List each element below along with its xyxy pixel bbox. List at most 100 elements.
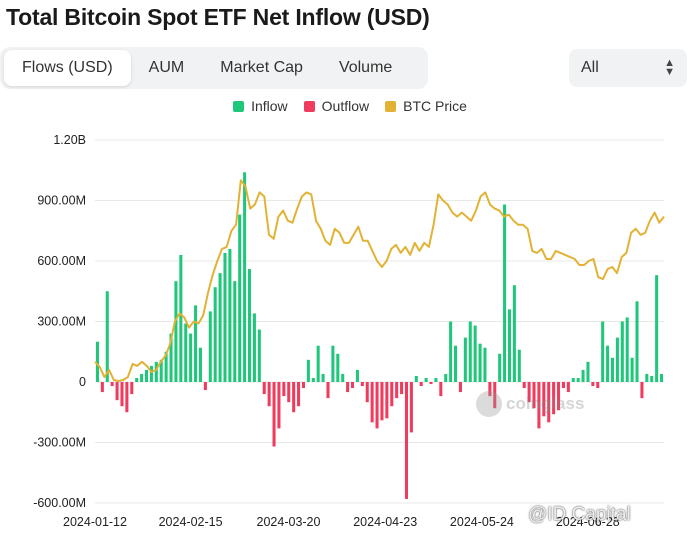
flow-bars bbox=[95, 172, 664, 499]
y-tick-label: -600.00M bbox=[33, 496, 86, 510]
watermark-text: coinglass bbox=[506, 394, 585, 413]
chart-legend: Inflow Outflow BTC Price bbox=[0, 98, 700, 114]
inflow-bar bbox=[581, 369, 585, 382]
inflow-bar bbox=[311, 377, 315, 382]
tab-aum[interactable]: AUM bbox=[148, 59, 185, 76]
inflow-bar bbox=[238, 214, 242, 382]
y-axis-ticks: 1.20B 900.00M 600.00M 300.00M 0 -300.00M -600.… bbox=[33, 133, 86, 510]
outflow-bar bbox=[458, 382, 462, 393]
inflow-bar bbox=[478, 343, 482, 382]
chevron-up-down-icon: ▲ ▼ bbox=[664, 57, 675, 78]
inflow-bar bbox=[503, 204, 507, 382]
inflow-bar bbox=[179, 254, 183, 382]
outflow-bar bbox=[385, 382, 389, 419]
page-title: Total Bitcoin Spot ETF Net Inflow (USD) bbox=[6, 4, 430, 30]
outflow-bar bbox=[527, 382, 531, 403]
inflow-bar bbox=[140, 373, 144, 382]
outflow-bar bbox=[365, 382, 369, 403]
btc-price-swatch bbox=[385, 100, 397, 112]
inflow-bar bbox=[159, 359, 163, 382]
inflow-bar bbox=[576, 377, 580, 382]
inflow-bar bbox=[468, 321, 472, 382]
tab-volume[interactable]: Volume bbox=[338, 59, 393, 76]
inflow-bar bbox=[321, 373, 325, 382]
legend-item-btc-price[interactable]: BTC Price bbox=[385, 98, 467, 114]
inflow-bar bbox=[198, 347, 202, 382]
outflow-bar bbox=[493, 382, 497, 409]
btc-price-line bbox=[94, 179, 665, 382]
inflow-bar bbox=[218, 273, 222, 382]
outflow-bar bbox=[409, 382, 413, 433]
outflow-bar bbox=[125, 382, 129, 413]
range-select[interactable]: All ▲ ▼ bbox=[569, 49, 687, 87]
outflow-bar bbox=[557, 382, 561, 411]
outflow-bar bbox=[400, 382, 404, 395]
legend-item-inflow[interactable]: Inflow bbox=[233, 98, 288, 114]
inflow-bar bbox=[184, 323, 188, 382]
inflow-bar bbox=[660, 373, 664, 382]
tab-market-cap[interactable]: Market Cap bbox=[220, 59, 303, 76]
outflow-bar bbox=[115, 382, 119, 401]
inflow-bar bbox=[645, 373, 649, 382]
legend-item-outflow[interactable]: Outflow bbox=[303, 98, 370, 114]
outflow-bar bbox=[542, 382, 546, 417]
inflow-bar bbox=[341, 373, 345, 382]
outflow-bar bbox=[537, 382, 541, 429]
metric-tabs: Flows (USD) AUM Market Cap Volume bbox=[0, 47, 428, 89]
inflow-bar bbox=[154, 361, 158, 382]
inflow-bar bbox=[223, 252, 227, 382]
x-axis-ticks: 2024-01-12 2024-02-15 2024-03-20 2024-04-23… bbox=[63, 515, 620, 529]
x-tick-label: 2024-05-24 bbox=[450, 515, 514, 529]
inflow-bar bbox=[208, 311, 212, 382]
btc-price-line-group bbox=[94, 179, 665, 382]
inflow-bar bbox=[174, 281, 178, 382]
inflow-bar bbox=[517, 349, 521, 382]
inflow-bar bbox=[424, 377, 428, 382]
outflow-bar bbox=[640, 382, 644, 399]
outflow-bar bbox=[277, 382, 281, 429]
inflow-bar bbox=[331, 345, 335, 382]
inflow-bar bbox=[189, 333, 193, 382]
inflow-bar bbox=[434, 377, 438, 382]
inflow-swatch bbox=[233, 100, 245, 112]
inflow-bar bbox=[316, 345, 320, 382]
outflow-bar bbox=[532, 382, 536, 409]
outflow-bar bbox=[566, 382, 570, 393]
inflow-bar bbox=[498, 353, 502, 382]
outflow-bar bbox=[267, 382, 271, 407]
outflow-bar bbox=[522, 382, 526, 389]
legend-label-outflow: Outflow bbox=[321, 98, 370, 114]
image-caption: @ID Capital bbox=[528, 504, 631, 525]
outflow-bar bbox=[439, 382, 443, 397]
x-tick-label: 2024-04-23 bbox=[353, 515, 417, 529]
inflow-bar bbox=[169, 333, 173, 382]
legend-label-inflow: Inflow bbox=[251, 98, 288, 114]
outflow-bar bbox=[429, 382, 433, 385]
outflow-bar bbox=[110, 382, 114, 387]
inflow-bar bbox=[144, 369, 149, 382]
outflow-bar bbox=[262, 382, 266, 395]
outflow-bar bbox=[488, 382, 492, 397]
outflow-bar bbox=[375, 382, 379, 429]
inflow-bar bbox=[571, 377, 575, 382]
inflow-bar bbox=[610, 357, 615, 382]
grid-lines bbox=[95, 139, 664, 504]
outflow-bar bbox=[419, 382, 423, 387]
inflow-bar bbox=[213, 287, 217, 382]
x-tick-label: 2024-02-15 bbox=[159, 515, 223, 529]
outflow-bar bbox=[301, 382, 305, 389]
inflow-bar bbox=[95, 341, 99, 382]
tab-flows[interactable]: Flows (USD) bbox=[4, 50, 131, 86]
outflow-bar bbox=[395, 382, 399, 399]
inflow-bar bbox=[233, 281, 237, 382]
outflow-bar bbox=[346, 382, 350, 393]
outflow-bar bbox=[100, 382, 104, 393]
outflow-bar bbox=[203, 382, 207, 391]
outflow-swatch bbox=[303, 100, 315, 112]
inflow-bar bbox=[252, 313, 256, 382]
inflow-bar bbox=[650, 375, 654, 382]
inflow-bar bbox=[625, 317, 629, 382]
y-tick-label: 900.00M bbox=[37, 194, 86, 208]
inflow-bar bbox=[635, 301, 639, 382]
